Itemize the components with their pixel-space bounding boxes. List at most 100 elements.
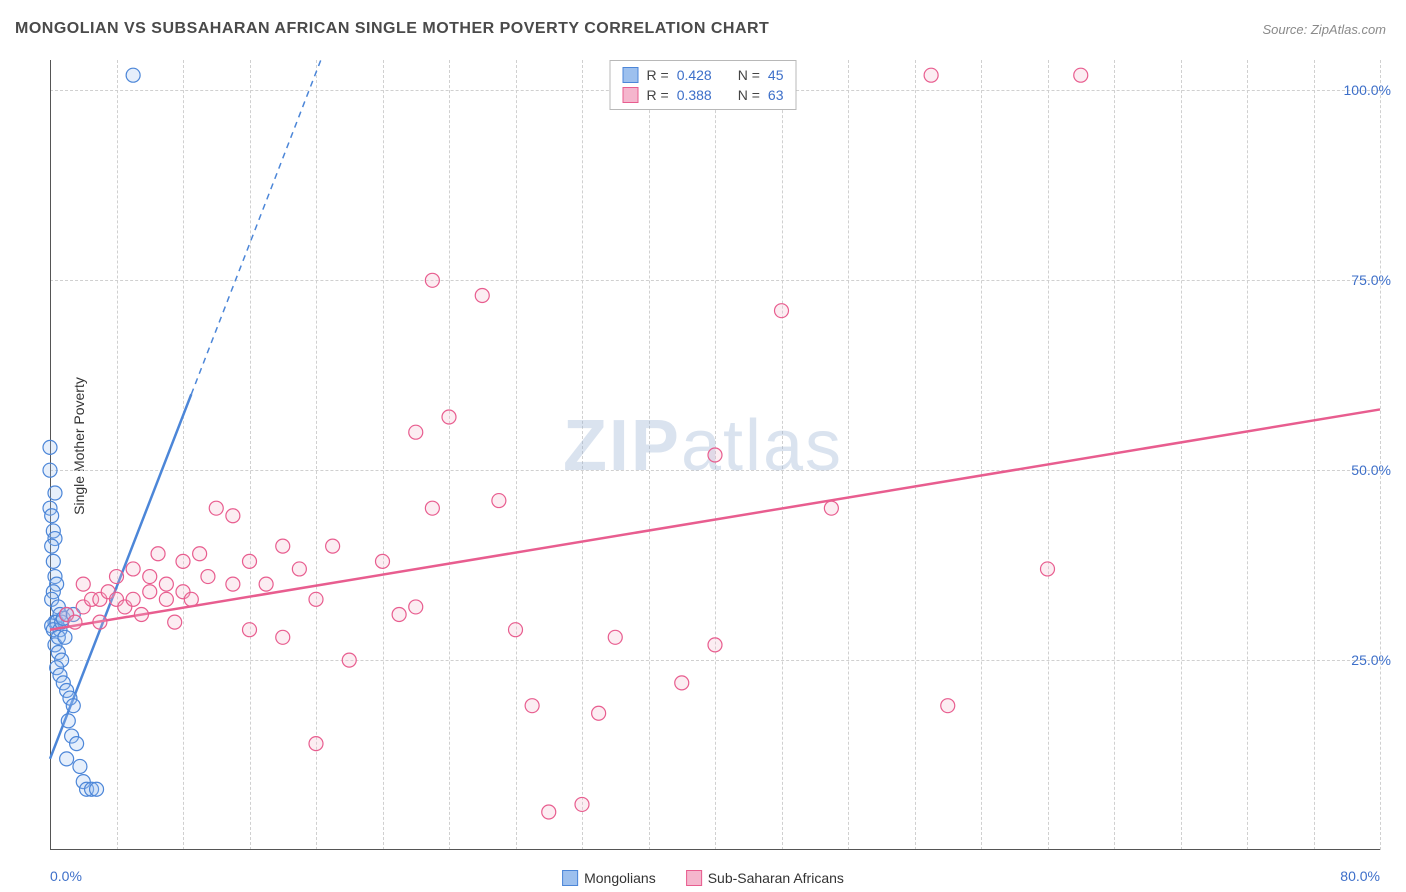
scatter-point — [775, 304, 789, 318]
scatter-point — [492, 494, 506, 508]
scatter-point — [168, 615, 182, 629]
scatter-chart — [50, 60, 1380, 850]
scatter-point — [525, 699, 539, 713]
scatter-point — [1041, 562, 1055, 576]
scatter-point — [924, 68, 938, 82]
trend-line — [50, 409, 1380, 629]
scatter-point — [61, 714, 75, 728]
scatter-point — [509, 623, 523, 637]
scatter-point — [143, 585, 157, 599]
scatter-point — [45, 509, 59, 523]
y-tick-label: 100.0% — [1344, 82, 1391, 98]
scatter-point — [425, 273, 439, 287]
scatter-point — [76, 577, 90, 591]
stat-n-value: 63 — [768, 87, 784, 103]
y-tick-label: 25.0% — [1351, 652, 1391, 668]
scatter-point — [176, 554, 190, 568]
chart-title: MONGOLIAN VS SUBSAHARAN AFRICAN SINGLE M… — [15, 20, 769, 38]
scatter-point — [708, 448, 722, 462]
scatter-point — [475, 288, 489, 302]
legend-swatch — [623, 67, 639, 83]
scatter-point — [309, 592, 323, 606]
scatter-point — [45, 539, 59, 553]
legend-series-item: Sub-Saharan Africans — [686, 870, 844, 886]
legend-series-item: Mongolians — [562, 870, 656, 886]
x-tick-label: 0.0% — [50, 868, 82, 884]
scatter-point — [193, 547, 207, 561]
legend-swatch — [686, 870, 702, 886]
scatter-point — [68, 615, 82, 629]
legend-swatch — [562, 870, 578, 886]
scatter-point — [575, 797, 589, 811]
scatter-point — [243, 554, 257, 568]
scatter-point — [675, 676, 689, 690]
scatter-point — [292, 562, 306, 576]
trend-line-extension — [191, 60, 321, 394]
legend-stats-box: R = 0.428 N = 45 R = 0.388 N = 63 — [610, 60, 797, 110]
scatter-point — [184, 592, 198, 606]
scatter-point — [442, 410, 456, 424]
scatter-point — [276, 539, 290, 553]
scatter-point — [409, 600, 423, 614]
scatter-point — [43, 463, 57, 477]
scatter-point — [159, 577, 173, 591]
scatter-point — [66, 699, 80, 713]
scatter-point — [58, 630, 72, 644]
scatter-point — [201, 570, 215, 584]
scatter-point — [60, 752, 74, 766]
scatter-point — [542, 805, 556, 819]
scatter-point — [1074, 68, 1088, 82]
scatter-point — [209, 501, 223, 515]
legend-series-label: Mongolians — [584, 870, 656, 886]
scatter-point — [90, 782, 104, 796]
y-tick-label: 75.0% — [1351, 272, 1391, 288]
scatter-point — [392, 608, 406, 622]
scatter-point — [126, 562, 140, 576]
scatter-point — [326, 539, 340, 553]
legend-swatch — [623, 87, 639, 103]
scatter-point — [93, 615, 107, 629]
scatter-point — [143, 570, 157, 584]
scatter-point — [259, 577, 273, 591]
stat-r-value: 0.428 — [677, 67, 712, 83]
scatter-point — [592, 706, 606, 720]
legend-series-label: Sub-Saharan Africans — [708, 870, 844, 886]
scatter-point — [48, 486, 62, 500]
stat-r-label: R = — [647, 67, 669, 83]
scatter-point — [73, 759, 87, 773]
scatter-point — [608, 630, 622, 644]
scatter-point — [425, 501, 439, 515]
stat-n-label: N = — [738, 67, 760, 83]
scatter-point — [708, 638, 722, 652]
scatter-point — [46, 554, 60, 568]
gridline-vertical — [1380, 60, 1381, 850]
scatter-point — [43, 440, 57, 454]
scatter-point — [126, 68, 140, 82]
scatter-point — [824, 501, 838, 515]
scatter-point — [70, 737, 84, 751]
scatter-point — [134, 608, 148, 622]
scatter-point — [941, 699, 955, 713]
stat-r-label: R = — [647, 87, 669, 103]
scatter-point — [342, 653, 356, 667]
scatter-point — [409, 425, 423, 439]
scatter-point — [226, 577, 240, 591]
scatter-point — [126, 592, 140, 606]
scatter-point — [159, 592, 173, 606]
scatter-point — [110, 570, 124, 584]
scatter-point — [276, 630, 290, 644]
legend-stat-row: R = 0.388 N = 63 — [623, 85, 784, 105]
scatter-point — [151, 547, 165, 561]
legend-stat-row: R = 0.428 N = 45 — [623, 65, 784, 85]
scatter-point — [226, 509, 240, 523]
stat-n-label: N = — [738, 87, 760, 103]
y-tick-label: 50.0% — [1351, 462, 1391, 478]
x-tick-label: 80.0% — [1340, 868, 1380, 884]
legend-series: Mongolians Sub-Saharan Africans — [562, 870, 844, 886]
stat-r-value: 0.388 — [677, 87, 712, 103]
scatter-point — [376, 554, 390, 568]
stat-n-value: 45 — [768, 67, 784, 83]
scatter-point — [243, 623, 257, 637]
source-attribution: Source: ZipAtlas.com — [1262, 22, 1386, 37]
scatter-point — [309, 737, 323, 751]
